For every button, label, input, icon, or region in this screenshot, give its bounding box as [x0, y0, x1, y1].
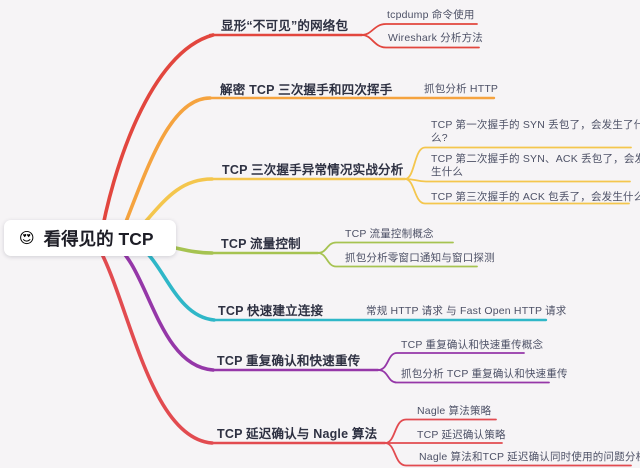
- child-topic-fast-open-http[interactable]: 常规 HTTP 请求 与 Fast Open HTTP 请求: [366, 305, 567, 317]
- child-topic-zero-window[interactable]: 抓包分析零窗口通知与窗口探测: [345, 252, 495, 264]
- branch-6-fork-line-2: [384, 442, 632, 467]
- branch-5-fork-line-1: [377, 369, 550, 384]
- child-topic-nagle-delayed-ack-issue[interactable]: Nagle 算法和TCP 延迟确认同时使用的问题分析: [419, 451, 640, 463]
- branch-5-fork-line-0: [377, 352, 525, 371]
- branch-topic-invisible-packets[interactable]: 显形“不可见”的网络包: [221, 19, 349, 33]
- branch-topic-handshake-wave[interactable]: 解密 TCP 三次握手和四次挥手: [220, 83, 393, 97]
- branch-6-trunk-line: [94, 241, 214, 445]
- child-topic-dup-ack-capture[interactable]: 抓包分析 TCP 重复确认和快速重传: [401, 368, 568, 380]
- child-topic-dup-ack-concept[interactable]: TCP 重复确认和快速重传概念: [401, 339, 544, 351]
- child-topic-syn-ack-loss[interactable]: TCP 第二次握手的 SYN、ACK 丢包了，会发生什么: [431, 153, 640, 178]
- branch-1-trunk-line: [116, 96, 212, 244]
- child-topic-syn-loss-1[interactable]: TCP 第一次握手的 SYN 丢包了，会发生了什么?: [431, 119, 640, 144]
- branch-2-fork-line-2: [404, 178, 630, 205]
- child-topic-capture-http[interactable]: 抓包分析 HTTP: [424, 83, 499, 95]
- branch-2-fork-line-0: [404, 146, 632, 180]
- root-topic[interactable]: 😍 看得见的 TCP: [4, 220, 176, 256]
- branch-topic-fast-open[interactable]: TCP 快速建立连接: [218, 304, 324, 318]
- child-topic-ack-loss[interactable]: TCP 第三次握手的 ACK 包丢了，会发生什么?: [431, 191, 640, 203]
- branch-3-fork-line-1: [317, 252, 478, 268]
- root-topic-label: 看得见的 TCP: [43, 228, 154, 249]
- branch-2-fork-line-1: [404, 178, 631, 183]
- child-topic-delayed-ack[interactable]: TCP 延迟确认策略: [417, 429, 506, 441]
- branch-0-fork-line-1: [361, 34, 480, 49]
- branch-5-trunk-line: [110, 241, 215, 372]
- branch-topic-delayed-ack-nagle[interactable]: TCP 延迟确认与 Nagle 算法: [217, 427, 378, 441]
- branch-0-trunk-line: [98, 33, 215, 244]
- child-topic-flow-concept[interactable]: TCP 流量控制概念: [345, 228, 434, 240]
- branch-topic-handshake-anomaly[interactable]: TCP 三次握手异常情况实战分析: [222, 163, 404, 177]
- child-topic-tcpdump[interactable]: tcpdump 命令使用: [387, 9, 475, 21]
- branch-topic-flow-control[interactable]: TCP 流量控制: [221, 237, 301, 251]
- heart-eyes-emoji-icon: 😍: [19, 229, 35, 247]
- branch-topic-dup-ack-retransmit[interactable]: TCP 重复确认和快速重传: [217, 354, 361, 368]
- child-topic-nagle-strategy[interactable]: Nagle 算法策略: [417, 405, 492, 417]
- child-topic-wireshark[interactable]: Wireshark 分析方法: [388, 32, 483, 44]
